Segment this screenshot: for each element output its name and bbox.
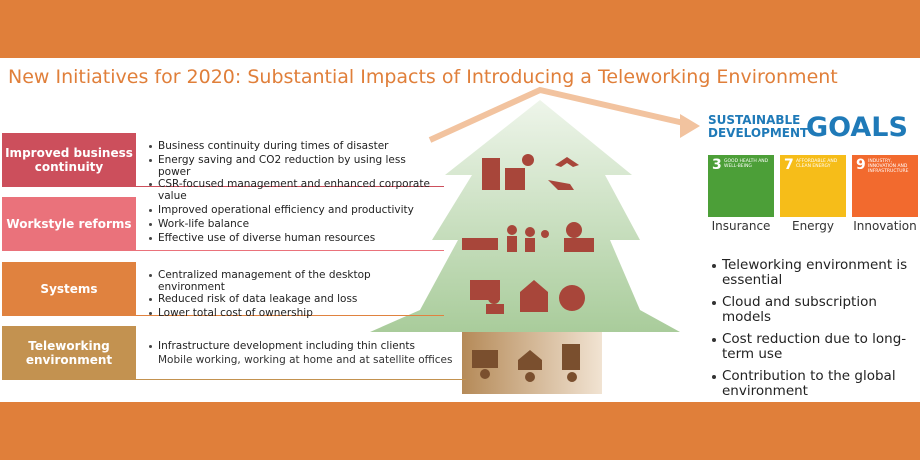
sdg-caption: Insurance [711,219,771,233]
arrow-head [680,114,700,138]
sdg-goals: GOALS [806,112,908,143]
icons [462,154,594,314]
layer-rule [136,250,444,251]
tree [370,100,680,332]
layer-rule [136,186,444,187]
layer-label: Improved business continuity [2,133,136,187]
point: Cloud and subscription models [712,295,920,325]
layer-item: Business continuity during times of disa… [148,140,438,152]
layer-note: Mobile working, working at home and at s… [158,354,453,366]
sdg-title: GOOD HEALTH AND WELL-BEING [724,159,769,169]
layer-label: Workstyle reforms [2,197,136,251]
point: Teleworking environment is essential [712,258,920,288]
sdg-caption: Innovation [853,219,917,233]
sdg-number: 3 [712,157,722,173]
point: Cost reduction due to long-term use [712,332,920,362]
sdg-heading: SUSTAINABLE DEVELOPMENT [708,113,809,140]
sdg-caption: Energy [791,219,834,233]
layer-item: Effective use of diverse human resources [148,232,438,244]
point: Contribution to the global environment [712,369,920,399]
layer-rule [136,379,466,380]
arrow [428,86,689,143]
layer-item: Infrastructure development including thi… [148,340,438,352]
layer-item: Improved operational efficiency and prod… [148,204,438,216]
sdg-number: 7 [784,157,794,173]
trunk-icons [472,344,580,382]
layer-item: CSR-focused management and enhanced corp… [148,178,438,202]
layer-item: Energy saving and CO2 reduction by using… [148,154,438,178]
sdg-tile [780,155,846,217]
layer-label: Systems [2,262,136,316]
layer-label: Teleworking environment [2,326,136,380]
layer-item: Reduced risk of data leakage and loss [148,293,438,305]
title: New Initiatives for 2020: Substantial Im… [8,66,838,88]
layer-rule [136,315,444,316]
sdg-title: INDUSTRY, INNOVATION AND INFRASTRUCTURE [868,159,909,174]
sdg-tile [852,155,918,217]
sdg-title: AFFORDABLE AND CLEAN ENERGY [796,159,838,169]
sdg-number: 9 [856,157,866,173]
layer-item: Centralized management of the desktop en… [148,269,438,293]
sdg-tile [708,155,774,217]
top-band [0,0,920,58]
bottom-band [0,402,920,460]
layer-item: Work-life balance [148,218,438,230]
layer-item: Lower total cost of ownership [148,307,438,319]
